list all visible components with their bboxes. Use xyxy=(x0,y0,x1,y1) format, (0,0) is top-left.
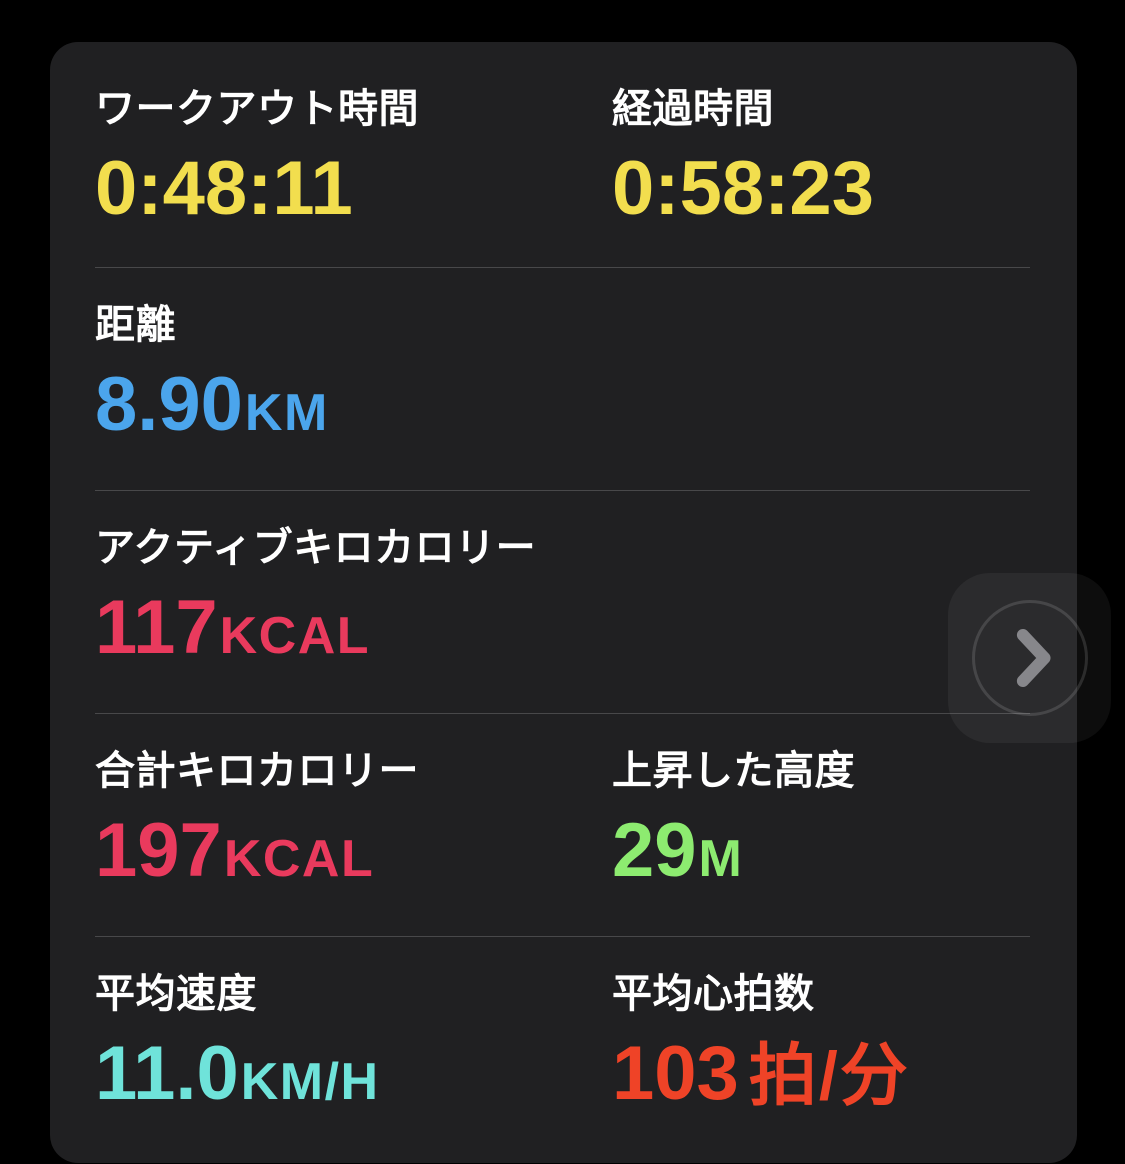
stat-number: 197 xyxy=(95,808,222,894)
stat-label-average-heart-rate: 平均心拍数 xyxy=(612,972,815,1016)
stat-cell-average-heart-rate: 平均心拍数 103 拍/分 xyxy=(612,971,1030,1159)
stat-label-active-calories: アクティブキロカロリー xyxy=(95,526,537,570)
stat-row-distance: 距離 8.90KM xyxy=(95,267,1030,490)
stat-label-average-speed: 平均速度 xyxy=(95,972,257,1016)
stat-unit: 拍/分 xyxy=(748,1038,910,1115)
stat-cell-active-calories: アクティブキロカロリー 117KCAL xyxy=(95,525,1030,669)
stat-number: 103 xyxy=(612,1031,739,1117)
stat-row-times: ワークアウト時間 0:48:11 経過時間 0:58:23 xyxy=(95,42,1030,267)
stat-value-distance: 8.90KM xyxy=(95,362,1030,448)
stat-label-workout-time: ワークアウト時間 xyxy=(95,87,419,131)
stat-value-workout-time: 0:48:11 xyxy=(95,146,612,232)
stat-row-total-calories-elevation: 合計キロカロリー 197KCAL 上昇した高度 29M xyxy=(95,713,1030,936)
stat-unit: KM/H xyxy=(240,1053,380,1112)
stat-number: 29 xyxy=(612,808,697,894)
stat-value-total-calories: 197KCAL xyxy=(95,808,612,894)
next-page-button[interactable] xyxy=(948,573,1111,743)
chevron-right-icon xyxy=(1016,628,1051,688)
stat-cell-workout-time: ワークアウト時間 0:48:11 xyxy=(95,86,612,267)
stat-value-elevation-gain: 29M xyxy=(612,808,1030,894)
stat-unit: KM xyxy=(244,384,329,443)
workout-stats-card: ワークアウト時間 0:48:11 経過時間 0:58:23 距離 8.90KM xyxy=(50,42,1077,1163)
stat-label-elevation-gain: 上昇した高度 xyxy=(612,749,855,793)
stat-unit: KCAL xyxy=(223,830,375,889)
stat-value-active-calories: 117KCAL xyxy=(95,585,1030,671)
stat-cell-elapsed-time: 経過時間 0:58:23 xyxy=(612,86,1030,267)
stat-unit: M xyxy=(698,830,744,889)
stat-cell-average-speed: 平均速度 11.0KM/H xyxy=(95,971,612,1159)
stat-number: 8.90 xyxy=(95,362,243,448)
stat-number: 117 xyxy=(95,585,218,671)
next-page-circle xyxy=(971,600,1088,716)
stat-label-elapsed-time: 経過時間 xyxy=(612,87,774,131)
stat-label-distance: 距離 xyxy=(95,303,176,347)
stat-cell-elevation-gain: 上昇した高度 29M xyxy=(612,748,1030,936)
stat-value-average-heart-rate: 103 拍/分 xyxy=(612,1031,1030,1117)
stat-value-elapsed-time: 0:58:23 xyxy=(612,146,1030,232)
stat-cell-distance: 距離 8.90KM xyxy=(95,302,1030,446)
stat-cell-total-calories: 合計キロカロリー 197KCAL xyxy=(95,748,612,936)
stat-number: 0:48:11 xyxy=(95,146,353,232)
stat-number: 11.0 xyxy=(95,1031,239,1117)
stat-label-total-calories: 合計キロカロリー xyxy=(95,749,419,793)
stat-row-active-calories: アクティブキロカロリー 117KCAL xyxy=(95,490,1030,713)
stat-row-speed-heart-rate: 平均速度 11.0KM/H 平均心拍数 103 拍/分 xyxy=(95,936,1030,1159)
stat-unit: KCAL xyxy=(219,607,371,666)
stat-value-average-speed: 11.0KM/H xyxy=(95,1031,612,1117)
stat-number: 0:58:23 xyxy=(612,146,874,232)
